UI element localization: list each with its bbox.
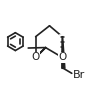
Text: Br: Br [73, 70, 85, 80]
Polygon shape [62, 37, 65, 68]
Text: O: O [31, 52, 40, 62]
Text: O: O [58, 52, 67, 62]
